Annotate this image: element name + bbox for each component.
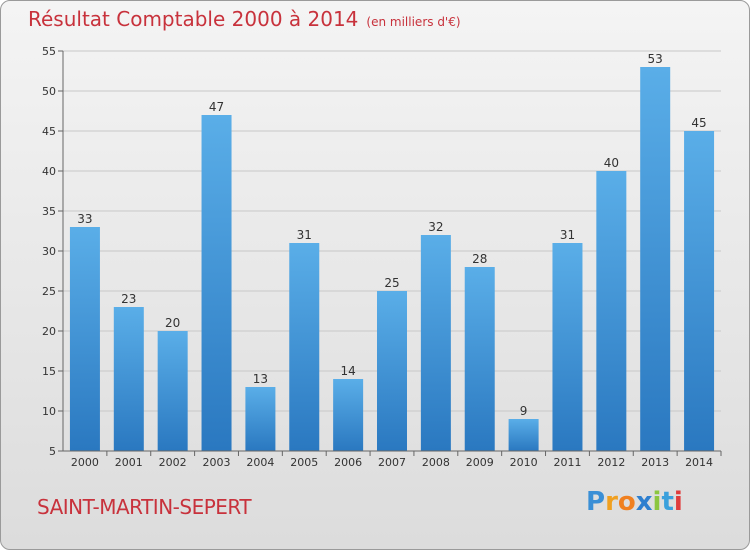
bar-2008 xyxy=(420,235,451,451)
x-tick-label-2010: 2010 xyxy=(510,456,538,469)
y-tick-label: 20 xyxy=(42,325,56,338)
bar-2012 xyxy=(596,171,627,451)
bar-2011 xyxy=(552,243,583,451)
bar-2001 xyxy=(113,307,144,451)
bar-2003 xyxy=(201,115,232,451)
bar-value-label-2013: 53 xyxy=(648,52,663,66)
x-tick-label-2008: 2008 xyxy=(422,456,450,469)
bar-value-label-2014: 45 xyxy=(691,116,706,130)
y-tick-label: 30 xyxy=(42,245,56,258)
x-tick-label-2000: 2000 xyxy=(71,456,99,469)
bar-value-label-2010: 9 xyxy=(520,404,528,418)
x-tick-label-2011: 2011 xyxy=(553,456,581,469)
bar-2005 xyxy=(289,243,320,451)
chart-title: Résultat Comptable 2000 à 2014 (en millie… xyxy=(28,7,461,31)
bar-2007 xyxy=(377,291,407,451)
y-tick-label: 50 xyxy=(42,85,56,98)
y-tick-label: 25 xyxy=(42,285,56,298)
bar-2010 xyxy=(508,419,539,451)
y-tick-label: 40 xyxy=(42,165,56,178)
y-tick-label: 5 xyxy=(49,445,56,458)
bars: 33 23 20 47 13 31 14 25 32 28 9 31 40 53 45 xyxy=(69,52,715,451)
chart-subtitle: (en milliers d'€) xyxy=(366,15,461,29)
bar-2009 xyxy=(464,267,495,451)
x-tick-label-2012: 2012 xyxy=(597,456,625,469)
town-name: SAINT-MARTIN-SEPERT xyxy=(37,495,252,519)
bar-2013 xyxy=(640,67,671,451)
bar-2006 xyxy=(333,379,364,451)
bar-2002 xyxy=(157,331,188,451)
bar-value-label-2008: 32 xyxy=(428,220,443,234)
chart-title-text: Résultat Comptable 2000 à 2014 xyxy=(28,7,359,31)
bar-2014 xyxy=(684,131,715,451)
x-tick-label-2002: 2002 xyxy=(159,456,187,469)
x-axis: 2000 2001 2002 2003 2004 2005 2006 2007 2008 2009… xyxy=(63,450,722,469)
bar-value-label-2011: 31 xyxy=(560,228,575,242)
bar-2004 xyxy=(245,387,276,451)
bar-value-label-2009: 28 xyxy=(472,252,487,266)
y-tick-label: 15 xyxy=(42,365,56,378)
bar-value-label-2005: 31 xyxy=(297,228,312,242)
y-tick-label: 55 xyxy=(42,45,56,58)
bar-2000 xyxy=(69,227,100,451)
x-tick-label-2013: 2013 xyxy=(641,456,669,469)
y-tick-label: 45 xyxy=(42,125,56,138)
x-tick-label-2003: 2003 xyxy=(203,456,231,469)
proxiti-logo[interactable]: Proxiti xyxy=(586,487,683,517)
bar-value-label-2004: 13 xyxy=(253,372,268,386)
bar-value-label-2002: 20 xyxy=(165,316,180,330)
y-axis: 5 10 15 20 25 30 35 40 45 50 55 xyxy=(42,45,64,458)
x-tick-label-2005: 2005 xyxy=(290,456,318,469)
x-tick-label-2009: 2009 xyxy=(466,456,494,469)
bar-value-label-2006: 14 xyxy=(340,364,355,378)
x-tick-label-2006: 2006 xyxy=(334,456,362,469)
bar-value-label-2003: 47 xyxy=(209,100,224,114)
x-tick-label-2007: 2007 xyxy=(378,456,406,469)
bar-value-label-2000: 33 xyxy=(77,212,92,226)
y-tick-label: 35 xyxy=(42,205,56,218)
bar-value-label-2012: 40 xyxy=(604,156,619,170)
x-tick-label-2001: 2001 xyxy=(115,456,143,469)
y-tick-label: 10 xyxy=(42,405,56,418)
bar-value-label-2007: 25 xyxy=(384,276,399,290)
bar-value-label-2001: 23 xyxy=(121,292,136,306)
x-tick-label-2014: 2014 xyxy=(685,456,713,469)
x-tick-label-2004: 2004 xyxy=(246,456,274,469)
